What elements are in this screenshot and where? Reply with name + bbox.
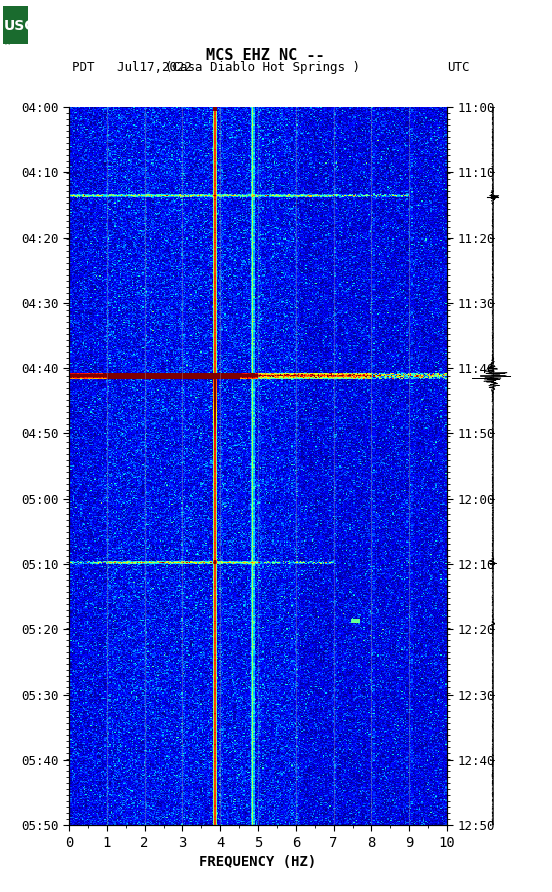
Text: MCS EHZ NC --: MCS EHZ NC --: [206, 48, 324, 62]
Text: UTC: UTC: [447, 62, 469, 74]
Bar: [3, 6, 28, 44]
Text: USGS: USGS: [4, 19, 46, 32]
Text: PDT   Jul17,2022: PDT Jul17,2022: [72, 62, 192, 74]
Text: ⁙: ⁙: [4, 39, 11, 48]
Text: (Casa Diablo Hot Springs ): (Casa Diablo Hot Springs ): [164, 62, 360, 74]
X-axis label: FREQUENCY (HZ): FREQUENCY (HZ): [199, 855, 317, 869]
